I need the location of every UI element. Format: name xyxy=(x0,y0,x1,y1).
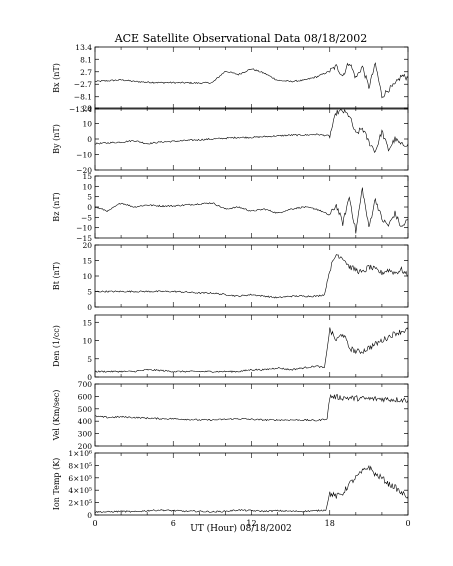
series-line xyxy=(94,108,409,154)
y-tick-label: 2×10⁵ xyxy=(68,499,92,508)
y-tick-label: 15 xyxy=(82,318,92,327)
y-axis-label: Vel (Km/sec) xyxy=(52,390,61,442)
panel-2: 20 10 0 −10 −20 By (nT) xyxy=(52,104,409,175)
y-tick-label: 13.4 xyxy=(75,43,92,52)
y-tick-label: −5 xyxy=(81,213,92,222)
y-axis-label: Bz (nT) xyxy=(52,192,61,221)
y-axis-label: Bx (nT) xyxy=(52,63,61,93)
y-axis-label: By (nT) xyxy=(52,124,61,154)
y-tick-label: 300 xyxy=(78,430,93,439)
y-tick-label: 10 xyxy=(82,272,92,281)
panel-5: 15 10 5 0 Den (1/cc) xyxy=(52,314,409,382)
y-axis-label: Ion Temp (K) xyxy=(52,458,61,511)
x-axis-label: UT (Hour) 08/18/2002 xyxy=(190,523,292,534)
y-tick-label: −15 xyxy=(76,234,92,243)
panel-frame xyxy=(94,383,409,447)
x-tick-label: 18 xyxy=(325,519,335,528)
x-tick-label: 0 xyxy=(405,519,410,528)
panel-1: 13.4 8.1 2.7 −2.7 −8.1 −13.4 Bx (nT) xyxy=(52,43,409,114)
y-tick-label: −20 xyxy=(76,166,92,175)
y-tick-label: 20 xyxy=(82,241,92,250)
y-tick-label: 0 xyxy=(87,135,92,144)
y-tick-label: 0 xyxy=(87,203,92,212)
x-tick-label: 12 xyxy=(246,519,256,528)
y-tick-label: 500 xyxy=(78,405,93,414)
series-line xyxy=(94,62,409,99)
y-tick-label: 2.7 xyxy=(80,68,92,77)
y-tick-label: 10 xyxy=(82,182,92,191)
y-tick-label: 15 xyxy=(82,172,92,181)
y-tick-label: 5 xyxy=(87,355,92,364)
panel-frame xyxy=(94,175,409,239)
panel-4: 20 15 10 5 0 Bt (nT) xyxy=(52,241,409,312)
y-tick-label: −2.7 xyxy=(74,80,92,89)
series-line xyxy=(94,254,409,299)
y-tick-label: 20 xyxy=(82,104,92,113)
y-axis-label: Den (1/cc) xyxy=(52,325,61,367)
y-tick-label: 200 xyxy=(78,442,93,451)
x-tick-label: 6 xyxy=(171,519,176,528)
panel-6: 700 600 500 400 300 200 Vel (Km/sec) xyxy=(52,380,409,451)
panel-frame xyxy=(94,314,409,378)
series-line xyxy=(94,393,409,422)
chart-title: ACE Satellite Observational Data 08/18/2… xyxy=(114,32,368,45)
y-tick-label: 10 xyxy=(82,120,92,129)
panel-frame xyxy=(94,452,409,516)
y-tick-label: 400 xyxy=(78,417,93,426)
series-line xyxy=(94,327,409,373)
y-tick-label: 4×10⁵ xyxy=(68,486,92,495)
y-axis-label: Bt (nT) xyxy=(52,262,61,290)
y-tick-label: −10 xyxy=(76,151,92,160)
panel-frame xyxy=(94,244,409,308)
y-tick-label: 8.1 xyxy=(80,55,92,64)
y-tick-label: 10 xyxy=(82,337,92,346)
y-tick-label: 0 xyxy=(87,303,92,312)
panel-7: 1×10⁶ 8×10⁵ 6×10⁵ 4×10⁵ 2×10⁵ 0 Ion Temp (K) xyxy=(52,449,409,520)
y-tick-label: 6×10⁵ xyxy=(68,474,92,483)
y-tick-label: 5 xyxy=(87,193,92,202)
y-tick-label: 700 xyxy=(78,380,93,389)
y-tick-label: 0 xyxy=(87,373,92,382)
series-line xyxy=(95,465,409,513)
panel-frame xyxy=(94,107,409,171)
y-tick-label: 600 xyxy=(78,392,93,401)
y-tick-label: 8×10⁵ xyxy=(68,461,92,470)
y-tick-label: 0 xyxy=(87,511,92,520)
y-tick-label: 5 xyxy=(87,288,92,297)
x-tick-label: 0 xyxy=(92,519,97,528)
y-tick-label: −10 xyxy=(76,224,92,233)
y-tick-label: −8.1 xyxy=(74,93,92,102)
y-tick-label: 1×10⁶ xyxy=(68,449,92,458)
y-tick-label: −13.4 xyxy=(69,105,92,114)
y-tick-label: 15 xyxy=(82,257,92,266)
panel-frame xyxy=(94,46,409,110)
series-line xyxy=(94,187,409,234)
